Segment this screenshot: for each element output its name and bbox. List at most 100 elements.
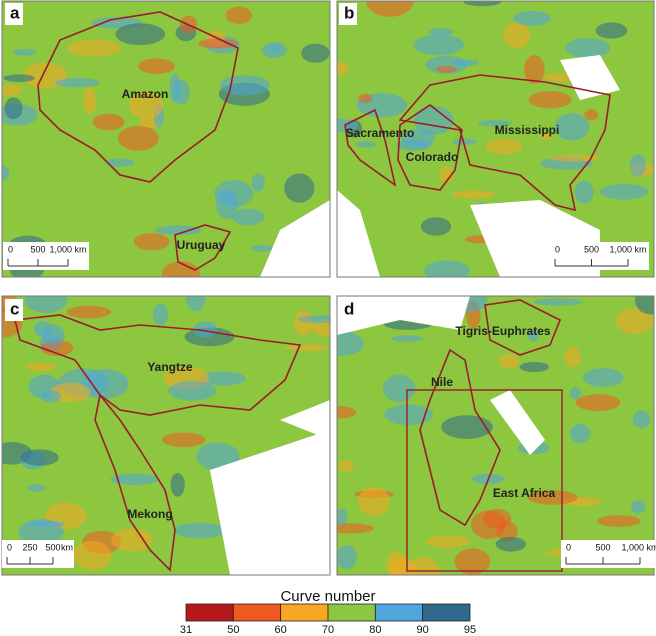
texture	[154, 225, 202, 236]
texture	[337, 61, 349, 76]
texture	[615, 308, 654, 334]
basin-label: Amazon	[122, 87, 169, 101]
letter-bg	[5, 3, 23, 25]
texture	[513, 10, 551, 26]
panel-letter: c	[10, 299, 19, 318]
scale-label: 0	[7, 542, 12, 552]
legend-tick: 60	[275, 624, 287, 636]
texture	[575, 394, 621, 412]
texture	[198, 38, 238, 49]
letter-bg	[339, 299, 357, 321]
basin-label: Tigris-Euphrates	[455, 324, 550, 338]
letter-bg	[5, 299, 23, 321]
scale-label: 1,000 km	[49, 244, 86, 254]
texture	[629, 154, 646, 177]
texture	[285, 344, 329, 351]
texture	[564, 346, 581, 367]
texture	[549, 155, 601, 162]
texture	[595, 22, 628, 39]
texture	[66, 305, 112, 319]
texture	[401, 128, 436, 148]
legend-swatch	[422, 603, 471, 622]
scale-label: 0	[566, 542, 571, 552]
texture	[185, 296, 206, 312]
texture	[284, 173, 315, 203]
legend-swatch	[232, 603, 282, 622]
texture	[600, 183, 649, 200]
texture	[196, 442, 240, 471]
panel-frame	[336, 0, 655, 278]
texture	[40, 390, 62, 403]
basin-label: Yangtze	[147, 360, 193, 374]
texture	[115, 23, 166, 46]
texture	[528, 91, 572, 109]
map-panel	[2, 296, 330, 575]
texture	[111, 528, 154, 552]
texture	[391, 335, 424, 342]
texture	[170, 473, 185, 497]
basin-outline	[14, 314, 302, 416]
texture	[631, 500, 646, 514]
texture	[161, 261, 200, 277]
texture	[565, 38, 611, 58]
legend-title: Curve number	[280, 588, 375, 605]
texture	[293, 310, 314, 336]
texture	[451, 190, 495, 199]
scale-label: 0	[555, 244, 560, 254]
map-panel	[337, 1, 654, 277]
texture	[337, 545, 358, 570]
texture	[337, 406, 357, 419]
texture	[495, 536, 527, 552]
basin-outline	[37, 11, 239, 183]
texture	[110, 473, 159, 486]
legend-tick: 50	[227, 624, 239, 636]
panel-frame	[1, 295, 331, 576]
legend-tick: 80	[369, 624, 381, 636]
scale-label: 1,000 km	[609, 244, 646, 254]
texture	[582, 368, 624, 387]
panel-letter: b	[344, 3, 354, 22]
texture	[519, 361, 550, 373]
texture	[429, 27, 454, 37]
basin-label: Uruguay	[177, 238, 226, 252]
panel-letter: d	[344, 299, 354, 318]
texture	[2, 165, 10, 182]
texture	[358, 93, 373, 104]
basin-label: East Africa	[493, 486, 556, 500]
legend-tick: 31	[180, 624, 192, 636]
basin-label: Mississippi	[495, 123, 560, 137]
water	[490, 390, 545, 455]
scale-label: 0	[8, 244, 13, 254]
scale-label: km	[61, 542, 73, 552]
texture	[485, 138, 523, 155]
basin-outline	[174, 224, 232, 271]
texture	[454, 548, 491, 575]
texture	[55, 78, 100, 88]
texture	[337, 331, 364, 356]
texture	[439, 166, 454, 184]
texture	[463, 1, 501, 7]
legend-swatch	[374, 603, 424, 622]
scale-label: 250	[22, 542, 37, 552]
texture	[214, 180, 254, 208]
texture	[424, 260, 470, 277]
texture	[129, 91, 164, 119]
texture	[117, 125, 159, 151]
panel-letter: a	[10, 3, 20, 22]
texture	[173, 522, 226, 539]
texture	[337, 523, 375, 534]
texture	[92, 113, 125, 131]
texture	[358, 487, 390, 516]
texture	[498, 353, 520, 369]
basin-label: Colorado	[406, 150, 459, 164]
texture	[420, 217, 452, 236]
texture	[425, 56, 468, 74]
scale-bg	[3, 242, 89, 270]
texture	[382, 374, 416, 403]
map-panel	[2, 1, 330, 277]
scale-bg	[2, 540, 74, 568]
texture	[452, 138, 477, 146]
legend-tick: 90	[417, 624, 429, 636]
texture	[251, 245, 273, 252]
texture	[355, 141, 376, 148]
